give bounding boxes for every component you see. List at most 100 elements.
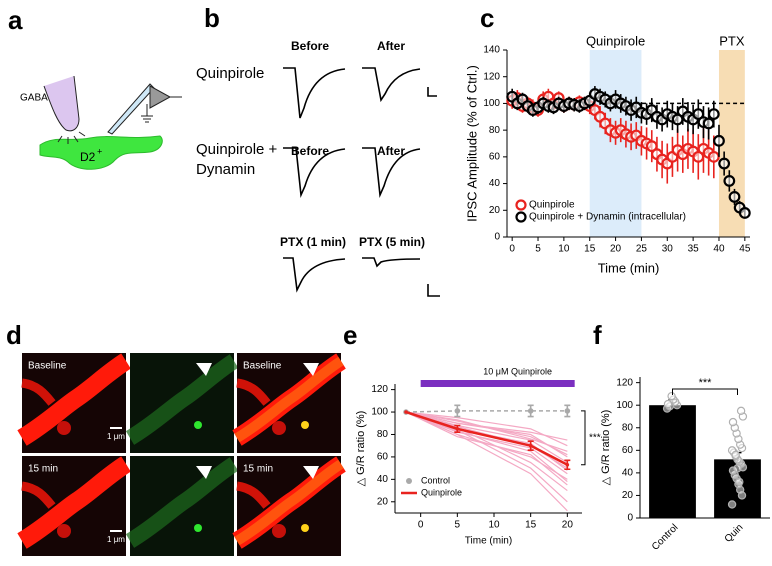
image bbox=[130, 353, 234, 453]
bar bbox=[649, 405, 696, 518]
y-tick-label: 40 bbox=[489, 178, 501, 189]
data-point bbox=[735, 477, 744, 487]
image-label: 15 min bbox=[28, 464, 58, 475]
x-tick-label: 5 bbox=[455, 520, 461, 531]
y-axis-label: IPSC Amplitude (% of Ctrl.) bbox=[464, 65, 479, 222]
scale-bar bbox=[427, 284, 440, 297]
y-tick-label: 20 bbox=[622, 490, 634, 501]
column-label: After bbox=[377, 39, 405, 53]
image bbox=[130, 456, 234, 556]
legend-label: Control bbox=[421, 475, 450, 485]
y-tick-label: 80 bbox=[622, 422, 634, 433]
row-label: Quinpirole bbox=[196, 65, 264, 82]
x-tick-label: 30 bbox=[662, 244, 674, 255]
y-axis-label: △ G/R ratio (%) bbox=[355, 411, 367, 487]
panel-label: d bbox=[6, 320, 22, 350]
marker bbox=[455, 427, 460, 431]
scale-label: 1 μm bbox=[107, 535, 125, 544]
column-label: PTX (5 min) bbox=[359, 235, 425, 249]
x-axis-label: Time (min) bbox=[465, 536, 512, 547]
significance-label: *** bbox=[589, 432, 601, 443]
x-tick-label: 35 bbox=[688, 244, 700, 255]
significance-bracket bbox=[672, 388, 738, 395]
y-tick-label: 20 bbox=[377, 496, 389, 507]
error-cap bbox=[564, 459, 571, 471]
x-tick-label: Quin bbox=[723, 522, 746, 545]
legend-label: Quinpirole bbox=[421, 487, 462, 497]
marker bbox=[723, 174, 736, 187]
trace bbox=[283, 67, 346, 119]
x-tick-label: 5 bbox=[535, 244, 541, 255]
series-line bbox=[405, 410, 568, 466]
x-tick-label: 10 bbox=[558, 244, 570, 255]
cell-label: D2 bbox=[80, 150, 96, 164]
x-tick-label: 45 bbox=[739, 244, 751, 255]
y-tick-label: 0 bbox=[494, 232, 500, 243]
y-tick-label: 100 bbox=[371, 407, 388, 418]
individual-trace bbox=[405, 411, 568, 447]
y-tick-label: 80 bbox=[377, 429, 389, 440]
data-point bbox=[733, 464, 742, 473]
y-tick-label: 40 bbox=[622, 468, 634, 479]
error-cap bbox=[454, 404, 461, 418]
amplifier bbox=[149, 85, 172, 109]
x-axis-label: Time (min) bbox=[598, 260, 660, 275]
individual-trace bbox=[405, 411, 568, 441]
arrowhead bbox=[196, 363, 212, 376]
legend-label: Quinpirole bbox=[529, 200, 575, 211]
traces: Quinpirole Quinpirole + Dynamin Before A… bbox=[196, 39, 440, 297]
data-point bbox=[667, 391, 676, 401]
region-label: PTX bbox=[719, 33, 745, 48]
y-tick-label: 80 bbox=[489, 125, 501, 136]
ground bbox=[141, 104, 153, 123]
scale-label: 1 μm bbox=[107, 432, 125, 441]
arrowhead bbox=[303, 363, 319, 376]
x-tick-label: 20 bbox=[562, 520, 574, 531]
marker bbox=[728, 191, 741, 203]
marker bbox=[707, 108, 720, 121]
marker bbox=[528, 443, 533, 448]
x-tick-label: 0 bbox=[509, 244, 515, 255]
region-label: Quinpirole bbox=[586, 33, 645, 48]
image-label: 15 min bbox=[243, 464, 273, 475]
column-label: Before bbox=[291, 39, 329, 53]
data-point bbox=[731, 450, 740, 460]
y-tick-label: 100 bbox=[483, 98, 500, 109]
marker bbox=[702, 117, 715, 130]
x-tick-label: Control bbox=[650, 522, 681, 553]
x-tick-label: 10 bbox=[488, 520, 500, 531]
trace bbox=[362, 257, 421, 268]
arrowhead bbox=[196, 466, 212, 479]
x-tick-label: 20 bbox=[610, 244, 622, 255]
schematic: GABA D2 + bbox=[20, 75, 182, 170]
trace bbox=[283, 257, 346, 293]
micrographs: Baseline Baseline 15 min 15 min 1 μm 1 μ… bbox=[22, 353, 341, 556]
y-tick-label: 120 bbox=[616, 377, 633, 388]
data-point bbox=[727, 500, 737, 509]
data-point bbox=[736, 406, 746, 416]
y-tick-label: 120 bbox=[483, 71, 500, 82]
y-tick-label: 60 bbox=[489, 151, 501, 162]
legend-marker bbox=[406, 478, 412, 484]
marker bbox=[404, 410, 408, 414]
marker bbox=[527, 408, 534, 414]
y-tick-label: 100 bbox=[616, 400, 633, 411]
significance-label: *** bbox=[699, 377, 713, 389]
y-tick-label: 60 bbox=[377, 452, 389, 463]
release-rays bbox=[57, 131, 86, 144]
column-label: After bbox=[377, 144, 405, 158]
trace bbox=[362, 147, 421, 199]
y-tick-label: 0 bbox=[627, 513, 633, 524]
y-tick-label: 120 bbox=[371, 384, 388, 395]
x-tick-label: 25 bbox=[636, 244, 648, 255]
error-cap bbox=[527, 440, 534, 451]
cell-label-sup: + bbox=[97, 146, 102, 156]
row-label: Dynamin bbox=[196, 161, 255, 178]
x-tick-label: 40 bbox=[713, 244, 725, 255]
panel-label: e bbox=[343, 320, 357, 350]
data-point bbox=[728, 417, 738, 427]
y-tick-label: 140 bbox=[483, 45, 500, 56]
legend-marker bbox=[515, 199, 527, 211]
data-point bbox=[663, 399, 673, 409]
